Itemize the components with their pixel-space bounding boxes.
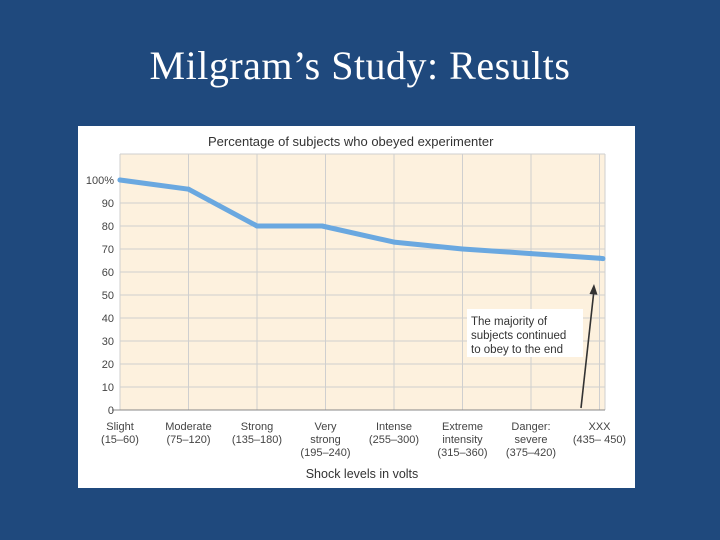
x-category-label-line: (135–180) bbox=[232, 434, 282, 446]
data-point bbox=[319, 223, 325, 229]
x-category-label: Strong (135–180) bbox=[232, 421, 282, 446]
annotation-text-line: to obey to the end bbox=[471, 344, 563, 356]
annotation-text-line: The majority of bbox=[471, 316, 548, 328]
x-category-label-line: XXX bbox=[588, 421, 611, 433]
y-tick-label: 70 bbox=[102, 244, 114, 256]
y-tick-label: 60 bbox=[102, 267, 114, 279]
data-point bbox=[391, 239, 397, 245]
y-tick-label: 20 bbox=[102, 359, 114, 371]
y-tick-label: 10 bbox=[102, 382, 114, 394]
x-category-label-line: Moderate bbox=[165, 421, 211, 433]
annotation-text: The majority of subjects continued to obey… bbox=[471, 316, 566, 356]
x-category-label: Intense (255–300) bbox=[369, 421, 419, 446]
x-category-label-line: Strong bbox=[241, 421, 273, 433]
y-tick-label: 100% bbox=[86, 175, 114, 187]
data-point bbox=[528, 251, 534, 257]
data-point bbox=[186, 186, 191, 192]
x-category-label-line: (15–60) bbox=[101, 434, 139, 446]
data-point bbox=[117, 177, 123, 183]
data-point bbox=[597, 255, 602, 261]
obedience-line-chart: Percentage of subjects who obeyed experi… bbox=[86, 134, 626, 481]
x-category-label-line: Very bbox=[314, 421, 337, 433]
annotation-box bbox=[467, 309, 583, 357]
chart-card: Percentage of subjects who obeyed experi… bbox=[78, 126, 635, 488]
x-category-label-line: Extreme bbox=[442, 421, 483, 433]
x-category-label-line: Danger: bbox=[511, 421, 550, 433]
x-category-label-line: Slight bbox=[106, 421, 134, 433]
x-category-label: Extreme intensity (315–360) bbox=[437, 421, 487, 459]
x-category-label-line: (435– 450) bbox=[573, 434, 626, 446]
x-category-label-line: intensity bbox=[442, 434, 483, 446]
annotation-text-line: subjects continued bbox=[471, 330, 566, 342]
y-tick-label: 90 bbox=[102, 198, 114, 210]
x-category-label-line: strong bbox=[310, 434, 341, 446]
y-tick-label: 50 bbox=[102, 290, 114, 302]
data-point bbox=[460, 246, 465, 252]
data-point bbox=[254, 223, 260, 229]
x-category-label-line: (195–240) bbox=[300, 447, 350, 459]
annotation-arrow-line bbox=[580, 289, 595, 409]
x-category-label-line: (255–300) bbox=[369, 434, 419, 446]
x-category-label: XXX (435– 450) bbox=[573, 421, 626, 446]
chart-title: Percentage of subjects who obeyed experi… bbox=[208, 134, 494, 149]
y-tick-label: 80 bbox=[102, 221, 114, 233]
y-tick-label: 0 bbox=[108, 405, 114, 417]
x-axis-label: Shock levels in volts bbox=[306, 467, 419, 481]
x-category-label: Moderate (75–120) bbox=[165, 421, 211, 446]
x-category-label: Slight (15–60) bbox=[101, 421, 139, 446]
x-category-label-line: (75–120) bbox=[166, 434, 210, 446]
x-category-label: Very strong (195–240) bbox=[300, 421, 350, 459]
y-tick-label: 30 bbox=[102, 336, 114, 348]
slide-title: Milgram’s Study: Results bbox=[149, 43, 571, 88]
x-category-label-line: (375–420) bbox=[506, 447, 556, 459]
annotation-arrow-head bbox=[589, 284, 598, 295]
x-category-label-line: Intense bbox=[376, 421, 412, 433]
y-tick-label: 40 bbox=[102, 313, 114, 325]
x-category-label-line: (315–360) bbox=[437, 447, 487, 459]
x-category-label-line: severe bbox=[514, 434, 547, 446]
x-category-label: Danger: severe (375–420) bbox=[506, 421, 556, 459]
